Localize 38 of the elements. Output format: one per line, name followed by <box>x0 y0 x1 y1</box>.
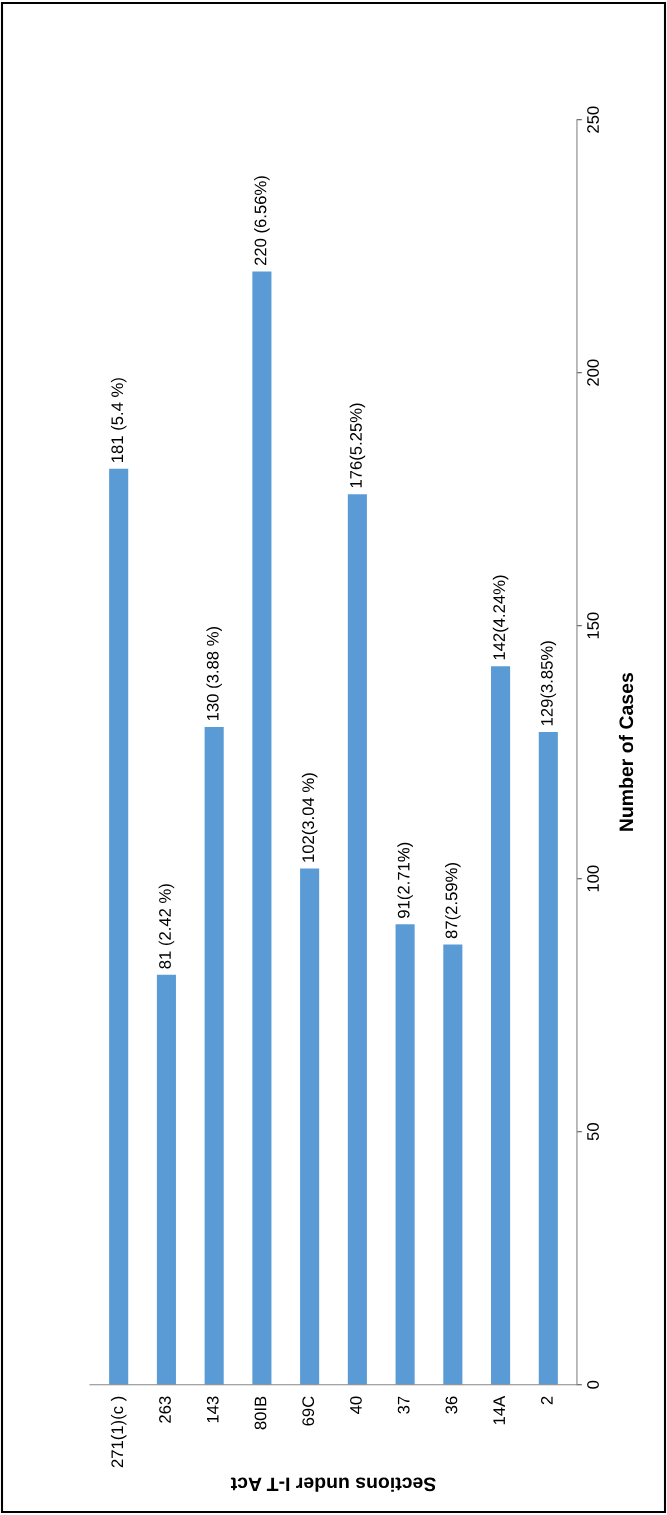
bar <box>300 868 320 1385</box>
x-tick-label: 37 <box>397 1396 410 1414</box>
data-label: 181 (5.4 %) <box>110 378 127 463</box>
x-axis-title: Sections under I-T Act <box>230 1477 436 1492</box>
x-tick-label: 80IB <box>254 1396 267 1430</box>
data-label: 129(3.85%) <box>540 641 557 726</box>
data-label: 87(2.59%) <box>445 863 461 939</box>
bar <box>538 731 558 1385</box>
data-label: 176(5.25%) <box>349 403 366 488</box>
y-tick-label: 50 <box>587 1123 599 1141</box>
bar <box>395 924 415 1385</box>
y-tick-label: 250 <box>587 106 599 133</box>
bar <box>204 726 224 1385</box>
bar <box>491 666 511 1385</box>
x-tick-label: 2 <box>540 1396 553 1405</box>
bar <box>443 944 463 1385</box>
data-label: 81 (2.42 %) <box>158 884 175 969</box>
data-label: 130 (3.88 %) <box>206 626 222 721</box>
y-tick-label: 0 <box>587 1380 599 1389</box>
y-tick-label: 100 <box>587 865 599 892</box>
y-tick-label: 150 <box>587 612 599 639</box>
x-tick-label: 14A <box>493 1395 505 1425</box>
y-axis-title: Number of Cases <box>618 673 634 831</box>
bar <box>156 974 176 1385</box>
y-tick-label: 200 <box>587 359 599 386</box>
x-tick-label: 69C <box>302 1396 315 1426</box>
data-label: 91(2.71%) <box>397 842 413 918</box>
x-tick-label: 271(1)(c ) <box>110 1396 127 1468</box>
data-label: 102(3.04 %) <box>301 773 318 862</box>
data-label: 220 (6.56%) <box>254 176 270 266</box>
x-tick-label: 40 <box>350 1396 362 1414</box>
x-tick-label: 263 <box>159 1396 171 1423</box>
x-tick-label: 143 <box>206 1396 219 1423</box>
data-label: 142(4.24%) <box>492 575 509 660</box>
bar <box>252 271 272 1385</box>
bar <box>347 494 367 1385</box>
x-tick-label: 36 <box>445 1396 458 1414</box>
bar <box>109 468 129 1385</box>
